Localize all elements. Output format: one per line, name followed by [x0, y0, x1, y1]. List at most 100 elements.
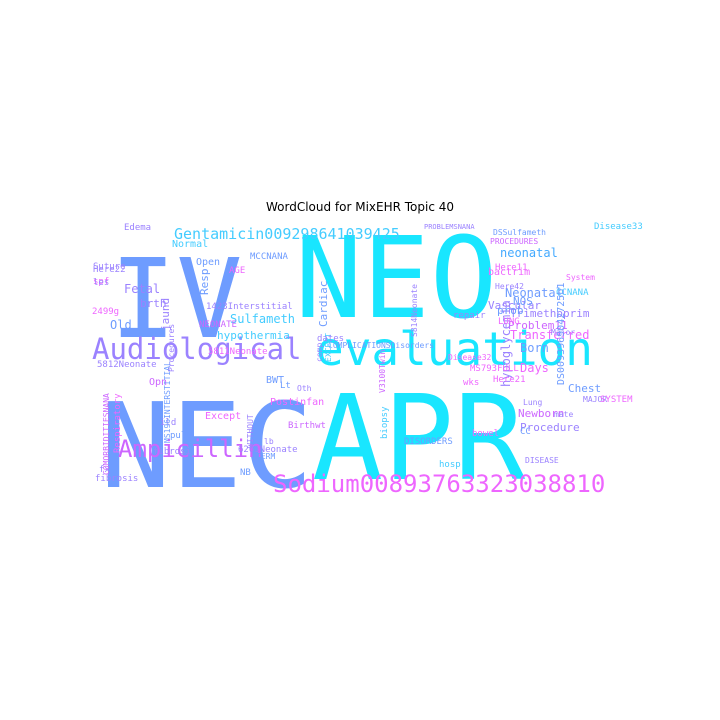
word-dssulfameth: DSSulfameth — [493, 228, 546, 237]
word-brth: brth — [140, 297, 167, 310]
word-major: MAJOR — [583, 395, 607, 404]
word-age: AGE — [229, 266, 245, 276]
word-here11: Here11 — [495, 263, 528, 273]
word-repair: repair — [453, 311, 486, 321]
word-nos: NOS — [513, 295, 533, 308]
word-lt: Lt — [280, 381, 291, 391]
word-wks: wks — [463, 378, 479, 388]
word-pulm: pulm — [170, 431, 192, 441]
word-cardiac: Cardiac — [317, 281, 330, 327]
word-1423interstitial: 1423Interstitial — [206, 302, 293, 312]
word-v3100twin: V3100Twin — [378, 349, 387, 393]
word-hypoglycemia: hypoglycemia — [499, 300, 513, 387]
word-transferred: Transferred — [510, 328, 589, 342]
word-comorbiditiesnana: COMORBIDITIESNANA — [102, 393, 111, 475]
word-lung: LUNG — [498, 317, 520, 327]
word-ild: ild — [160, 418, 176, 428]
word-audiological: Audiological — [92, 332, 302, 366]
word-ms196interstitial: MS196INTERSTITIAL — [163, 361, 172, 443]
word-spf: spf — [93, 277, 109, 287]
word-hypothermia: hypothermia — [217, 329, 290, 342]
word-bactrim: bactrim — [488, 267, 530, 278]
word-sodium00893763323038810: Sodium00893763323038810 — [273, 470, 605, 495]
word-edema: Edema — [124, 223, 151, 233]
word-neonatal: Neonatal — [505, 286, 563, 300]
word-gentamicin00929864103942-5: Gentamicin00929864103942​5 — [174, 225, 400, 243]
word-5811neonate: 5811Neonate — [208, 347, 268, 357]
word-here22: Here22 — [93, 265, 126, 275]
word-vascular: Vascular — [488, 299, 541, 312]
word-sulfameth: Sulfameth — [230, 312, 295, 326]
word-neonatal: neonatal — [500, 246, 558, 260]
word-disease: DISEASE — [525, 456, 559, 465]
word-nb: NB — [240, 468, 251, 478]
word-normal: Normal — [172, 239, 208, 250]
word-cc: CC — [520, 427, 531, 437]
word-except: Except — [205, 411, 241, 422]
word-respiratory: Respiratory — [113, 393, 123, 453]
word-procedures: Procedures — [167, 324, 176, 372]
word-fibrosis: fibrosis — [95, 474, 138, 484]
word-ms793full: MS793FULL — [470, 364, 519, 374]
word-here21: Here21 — [493, 375, 526, 385]
word-2499g: 2499g — [92, 307, 119, 317]
word-system: SYSTEM — [600, 395, 633, 405]
word-term: TERM — [256, 452, 275, 461]
word-fetal: Fetal — [124, 282, 160, 296]
word-oth: Oth — [297, 384, 312, 393]
word-biopsy: biopsy — [380, 406, 390, 439]
word-disorders: DISORDERS — [404, 437, 453, 447]
word-dates: dates — [317, 334, 344, 344]
word-jaund: jaund — [159, 298, 172, 331]
word-chest: Chest — [568, 382, 601, 395]
word-problem11: Problem11 — [508, 319, 568, 332]
word-except: EXCEPT — [324, 333, 333, 362]
word-suture: Suture — [93, 262, 126, 272]
word-neo: NEO — [295, 217, 497, 344]
word-bowel: bowel — [472, 429, 499, 439]
word-postinfan: Postinfan — [270, 397, 324, 408]
word-complicationsdisorders: COMPLICATIONSDisorders — [328, 341, 434, 350]
word-procedure: Procedure — [520, 421, 580, 434]
word-disease33: Disease33 — [594, 222, 643, 232]
word-open: Open — [196, 257, 220, 268]
word-days: Days — [520, 361, 549, 375]
word-comp: comp — [315, 343, 324, 362]
word-nec: NEC — [100, 377, 313, 495]
word-ccnana: CCNANA — [556, 288, 589, 298]
word-fibrosi: fibrosi — [153, 447, 191, 457]
word-disease32: Disease32 — [448, 353, 492, 362]
word-bwt: BWT — [266, 375, 284, 386]
word-apr: APR — [312, 369, 526, 495]
word-neonate: NEONATE — [199, 320, 237, 330]
word-prob: prob — [497, 304, 524, 317]
word-s814neonate: S814Neonate — [410, 284, 419, 337]
word-iv: IV — [110, 235, 242, 363]
word-ampicillin: Ampicillin — [118, 435, 263, 463]
wordcloud-canvas: NEO APR NEC IV evaluation Audiological Sodium0… — [90, 217, 646, 495]
word-major: Major — [551, 328, 575, 337]
word-6261neonate: 6261Neonate — [238, 445, 298, 455]
wordcloud-title: WordCloud for MixEHR Topic 40 — [265, 200, 455, 214]
word-mccnana: MCCNANA — [250, 252, 289, 262]
word-here42: Here42 — [495, 282, 524, 291]
word-trimethoprim: Trimethoprim — [510, 307, 590, 320]
word-born: Born — [520, 341, 549, 355]
word-opn: Opn — [149, 377, 167, 388]
word-lb: lb — [264, 437, 274, 446]
word-ds0093969042725b1: DS0093969042725b1 — [556, 283, 567, 385]
word-fx: fx — [99, 465, 110, 475]
word-evaluation: evaluation — [316, 322, 593, 376]
word-hosp: hosp — [439, 460, 461, 470]
word-system: System — [566, 273, 595, 282]
word-mate: mate — [554, 410, 573, 419]
word-les: les — [93, 278, 109, 288]
word-problemsnana: PROBLEMSNANA — [424, 223, 475, 231]
word-newborn: Newborn — [518, 407, 564, 420]
word-old: Old — [110, 318, 132, 332]
word-procedures: PROCEDURES — [490, 237, 538, 246]
word-5812neonate: 5812Neonate — [97, 360, 157, 370]
word-without: WITHOUT — [246, 414, 255, 448]
word-birthwt: Birthwt — [288, 421, 326, 431]
